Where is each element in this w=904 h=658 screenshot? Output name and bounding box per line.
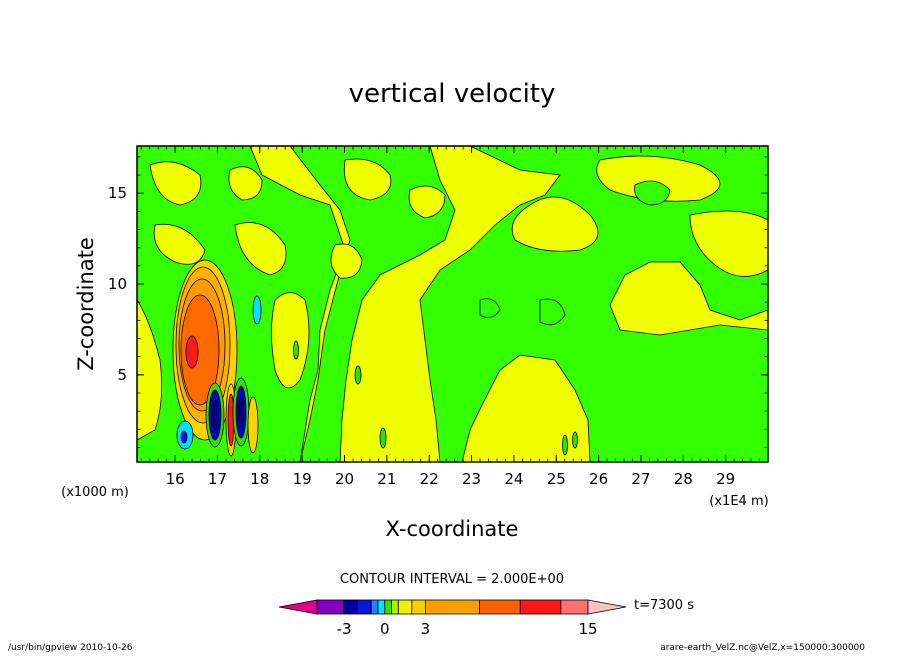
yellow-patch-mid-4	[408, 185, 446, 219]
yellow-patch-upper-right	[511, 196, 599, 252]
green-region-right-large	[419, 146, 768, 462]
colorbar	[278, 599, 627, 615]
y-tick-label: 5	[117, 366, 127, 384]
updraft-level-5	[185, 335, 199, 369]
colorbar-bin	[424, 599, 480, 615]
yellow-patch-mid-1	[343, 158, 392, 201]
plot-area	[137, 146, 768, 462]
yellow-patch-left-2	[228, 166, 263, 201]
colorbar-bin	[357, 599, 372, 615]
chart-title: vertical velocity	[349, 79, 556, 109]
green-island-3	[479, 298, 501, 318]
colorbar-bin	[377, 599, 386, 615]
colorbar-bin	[411, 599, 426, 615]
x-tick-label: 18	[250, 470, 269, 488]
x-unit-label: (x1E4 m)	[709, 494, 768, 509]
x-tick-label: 21	[377, 470, 396, 488]
colorbar-labels: -3 0 3 15	[337, 620, 598, 638]
colorbar-bin	[343, 599, 359, 615]
small-cell-3	[562, 434, 568, 456]
green-island-1	[634, 180, 671, 206]
colorbar-tick-label: 15	[578, 620, 597, 638]
small-cell-4	[572, 431, 578, 449]
downdraft-cell-4-yellow	[247, 396, 259, 454]
x-tick-label: 16	[166, 470, 185, 488]
time-label: t=7300 s	[634, 598, 694, 613]
colorbar-bin	[370, 599, 379, 615]
yellow-patch-left-1	[149, 161, 202, 206]
small-cell-1	[354, 365, 362, 385]
colorbar-tick-label: 3	[421, 620, 431, 638]
colorbar-bin	[479, 599, 521, 615]
colorbar-max-triangle	[587, 599, 627, 615]
x-tick-label: 17	[208, 470, 227, 488]
downdraft-contours	[176, 295, 262, 457]
colorbar-tick-label: 0	[380, 620, 390, 638]
colorbar-bin	[397, 599, 413, 615]
downdraft-cell-1-navy	[211, 399, 219, 431]
downdraft-cyan-upper	[252, 295, 262, 325]
x-tick-label: 19	[293, 470, 312, 488]
x-tick-label: 23	[462, 470, 481, 488]
green-island-2	[539, 298, 566, 326]
y-unit-label: (x1000 m)	[61, 485, 129, 500]
yellow-patch-mid-2	[330, 243, 363, 279]
x-tick-label: 28	[674, 470, 693, 488]
yellow-patch-far-right	[689, 210, 768, 277]
colorbar-bin	[391, 599, 399, 615]
x-tick-label: 20	[335, 470, 354, 488]
footer-right: arare-earth_VelZ.nc@VelZ,x=150000:300000	[660, 643, 865, 653]
yellow-patches	[137, 155, 768, 441]
yellow-patch-left-4	[234, 222, 287, 276]
x-axis-title: X-coordinate	[386, 517, 519, 541]
contour-interval-label: CONTOUR INTERVAL = 2.000E+00	[340, 572, 564, 587]
downdraft-cell-3-navy	[238, 397, 244, 427]
downdraft-blue-left	[180, 430, 188, 444]
x-tick-label: 24	[504, 470, 523, 488]
yellow-patch-mid-3	[271, 292, 310, 389]
x-tick-label: 29	[716, 470, 735, 488]
colorbar-bin	[519, 599, 562, 615]
x-tick-label: 22	[420, 470, 439, 488]
colorbar-tick-label: -3	[337, 620, 352, 638]
yellow-patch-left-5	[137, 299, 163, 441]
x-tick-label: 26	[589, 470, 608, 488]
x-tick-label: 27	[631, 470, 650, 488]
y-tick-label: 15	[108, 184, 127, 202]
colorbar-bin	[560, 599, 589, 615]
y-axis-title: Z-coordinate	[74, 237, 98, 371]
x-tick-label: 25	[547, 470, 566, 488]
colorbar-min-triangle	[278, 599, 318, 615]
x-axis-ticks: 16 17 18 19 20 21 22 23 24 25 26 27 28 29	[140, 146, 769, 488]
y-tick-label: 10	[108, 275, 127, 293]
small-cells	[293, 340, 578, 456]
colorbar-bin	[316, 599, 345, 615]
small-cell-5	[293, 340, 299, 360]
yellow-patch-top-right	[596, 155, 721, 202]
small-cell-2	[379, 427, 387, 449]
colorbar-bin	[384, 599, 392, 615]
updraft-contours	[172, 259, 238, 441]
footer-left: /usr/bin/gpview 2010-10-26	[8, 643, 133, 653]
yellow-patch-left-3	[153, 223, 206, 265]
green-islands	[479, 180, 671, 326]
updraft-level-4	[180, 294, 220, 406]
plot-frame	[136, 145, 769, 463]
y-axis-ticks: 5 10 15	[108, 156, 768, 448]
